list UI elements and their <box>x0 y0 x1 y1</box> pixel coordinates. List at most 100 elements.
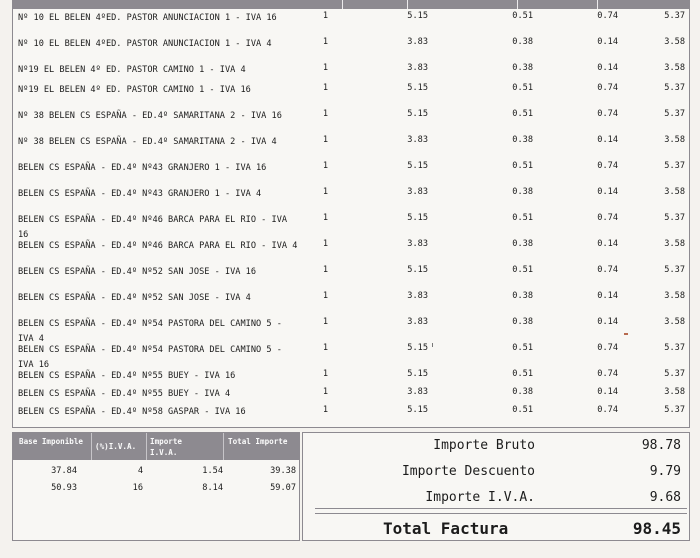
tax-base: 37.84 <box>51 466 77 476</box>
line-discount: 0.51 <box>512 343 533 353</box>
line-unit-price: 3.83 <box>407 387 428 397</box>
line-quantity: 1 <box>322 239 328 249</box>
invoice-totals: Importe Bruto 98.78 Importe Descuento 9.… <box>302 432 690 541</box>
invoice-line-row: BELEN CS ESPAÑA - ED.4º Nº58 GASPAR - IV… <box>18 404 690 430</box>
importe-iva-label: Importe I.V.A. <box>425 490 535 505</box>
tax-pct: 16 <box>132 483 143 493</box>
line-quantity: 1 <box>322 213 328 223</box>
line-unit-price: 5.15 <box>407 83 428 93</box>
tax-pct: 4 <box>137 466 143 476</box>
line-description: BELEN CS ESPAÑA - ED.4º Nº52 SAN JOSE - … <box>18 293 251 303</box>
line-total: 5.37 <box>664 369 685 379</box>
line-description: Nº19 EL BELEN 4º ED. PASTOR CAMINO 1 - I… <box>18 65 246 75</box>
line-discount: 0.51 <box>512 369 533 379</box>
line-description: Nº 38 BELEN CS ESPAÑA - ED.4º SAMARITANA… <box>18 137 277 147</box>
line-total: 5.37 <box>664 11 685 21</box>
line-total: 3.58 <box>664 187 685 197</box>
line-total: 3.58 <box>664 63 685 73</box>
line-description: BELEN CS ESPAÑA - ED.4º Nº54 PASTORA DEL… <box>18 345 282 370</box>
header-pct-iva: (%)I.V.A. <box>95 442 137 451</box>
invoice-line-row: BELEN CS ESPAÑA - ED.4º Nº43 GRANJERO 1 … <box>18 160 690 186</box>
totals-divider <box>315 508 687 514</box>
line-iva-amount: 0.74 <box>597 109 618 119</box>
line-total: 3.58 <box>664 317 685 327</box>
line-unit-price: 5.15 <box>407 265 428 275</box>
importe-descuento-value: 9.79 <box>649 464 681 479</box>
line-discount: 0.51 <box>512 83 533 93</box>
line-iva-amount: 0.74 <box>597 11 618 21</box>
line-total: 5.37 <box>664 161 685 171</box>
line-discount: 0.51 <box>512 213 533 223</box>
line-unit-price: 3.83 <box>407 63 428 73</box>
line-iva-amount: 0.74 <box>597 369 618 379</box>
line-description: BELEN CS ESPAÑA - ED.4º Nº55 BUEY - IVA … <box>18 371 236 381</box>
line-quantity: 1 <box>322 83 328 93</box>
line-discount: 0.38 <box>512 317 533 327</box>
line-iva-amount: 0.74 <box>597 83 618 93</box>
line-discount: 0.38 <box>512 291 533 301</box>
line-description: BELEN CS ESPAÑA - ED.4º Nº43 GRANJERO 1 … <box>18 163 267 173</box>
invoice-line-row: BELEN CS ESPAÑA - ED.4º Nº43 GRANJERO 1 … <box>18 186 690 212</box>
invoice-line-row: BELEN CS ESPAÑA - ED.4º Nº52 SAN JOSE - … <box>18 290 690 316</box>
line-total: 3.58 <box>664 387 685 397</box>
tax-table-header: Base Imponible (%)I.V.A. Importe I.V.A. … <box>13 433 299 460</box>
invoice-line-row: Nº 10 EL BELEN 4ºED. PASTOR ANUNCIACION … <box>18 10 690 36</box>
line-unit-price: 3.83 <box>407 317 428 327</box>
line-discount: 0.38 <box>512 239 533 249</box>
ink-mark <box>432 343 433 347</box>
line-iva-amount: 0.14 <box>597 135 618 145</box>
importe-iva-line: Importe I.V.A. 9.68 <box>303 490 689 512</box>
line-quantity: 1 <box>322 405 328 415</box>
line-unit-price: 3.83 <box>407 187 428 197</box>
line-total: 3.58 <box>664 135 685 145</box>
importe-descuento-line: Importe Descuento 9.79 <box>303 464 689 486</box>
invoice-line-row: BELEN CS ESPAÑA - ED.4º Nº46 BARCA PARA … <box>18 212 690 240</box>
line-iva-amount: 0.74 <box>597 405 618 415</box>
importe-iva-value: 9.68 <box>649 490 681 505</box>
line-total: 5.37 <box>664 405 685 415</box>
line-quantity: 1 <box>322 187 328 197</box>
invoice-line-row: Nº 10 EL BELEN 4ºED. PASTOR ANUNCIACION … <box>18 36 690 62</box>
invoice-line-row: Nº19 EL BELEN 4º ED. PASTOR CAMINO 1 - I… <box>18 82 690 108</box>
line-iva-amount: 0.14 <box>597 187 618 197</box>
header-importe-iva: Importe I.V.A. <box>150 437 183 457</box>
line-discount: 0.38 <box>512 63 533 73</box>
line-total: 3.58 <box>664 291 685 301</box>
importe-bruto-value: 98.78 <box>641 438 681 453</box>
line-quantity: 1 <box>322 369 328 379</box>
line-total: 5.37 <box>664 83 685 93</box>
line-unit-price: 3.83 <box>407 37 428 47</box>
line-total: 3.58 <box>664 37 685 47</box>
total-factura-value: 98.45 <box>632 519 681 538</box>
line-description: Nº19 EL BELEN 4º ED. PASTOR CAMINO 1 - I… <box>18 85 251 95</box>
line-unit-price: 5.15 <box>407 343 428 353</box>
invoice-line-row: Nº 38 BELEN CS ESPAÑA - ED.4º SAMARITANA… <box>18 134 690 160</box>
ink-mark <box>624 333 628 335</box>
line-discount: 0.38 <box>512 37 533 47</box>
line-iva-amount: 0.14 <box>597 37 618 47</box>
line-discount: 0.51 <box>512 11 533 21</box>
line-total: 3.58 <box>664 239 685 249</box>
tax-row: 37.84 4 1.54 39.38 <box>13 466 299 482</box>
line-unit-price: 3.83 <box>407 135 428 145</box>
line-description: Nº 10 EL BELEN 4ºED. PASTOR ANUNCIACION … <box>18 39 272 49</box>
line-description: Nº 10 EL BELEN 4ºED. PASTOR ANUNCIACION … <box>18 13 277 23</box>
line-quantity: 1 <box>322 109 328 119</box>
line-description: BELEN CS ESPAÑA - ED.4º Nº52 SAN JOSE - … <box>18 267 256 277</box>
line-total: 5.37 <box>664 265 685 275</box>
invoice-line-row: BELEN CS ESPAÑA - ED.4º Nº46 BARCA PARA … <box>18 238 690 264</box>
line-quantity: 1 <box>322 63 328 73</box>
line-quantity: 1 <box>322 11 328 21</box>
line-discount: 0.38 <box>512 187 533 197</box>
header-total-importe: Total Importe <box>228 437 288 446</box>
line-discount: 0.51 <box>512 109 533 119</box>
line-discount: 0.38 <box>512 135 533 145</box>
line-iva-amount: 0.14 <box>597 291 618 301</box>
tax-importe: 1.54 <box>202 466 223 476</box>
line-unit-price: 5.15 <box>407 405 428 415</box>
line-iva-amount: 0.74 <box>597 343 618 353</box>
line-unit-price: 5.15 <box>407 11 428 21</box>
invoice-line-row: Nº19 EL BELEN 4º ED. PASTOR CAMINO 1 - I… <box>18 62 690 88</box>
line-quantity: 1 <box>322 161 328 171</box>
